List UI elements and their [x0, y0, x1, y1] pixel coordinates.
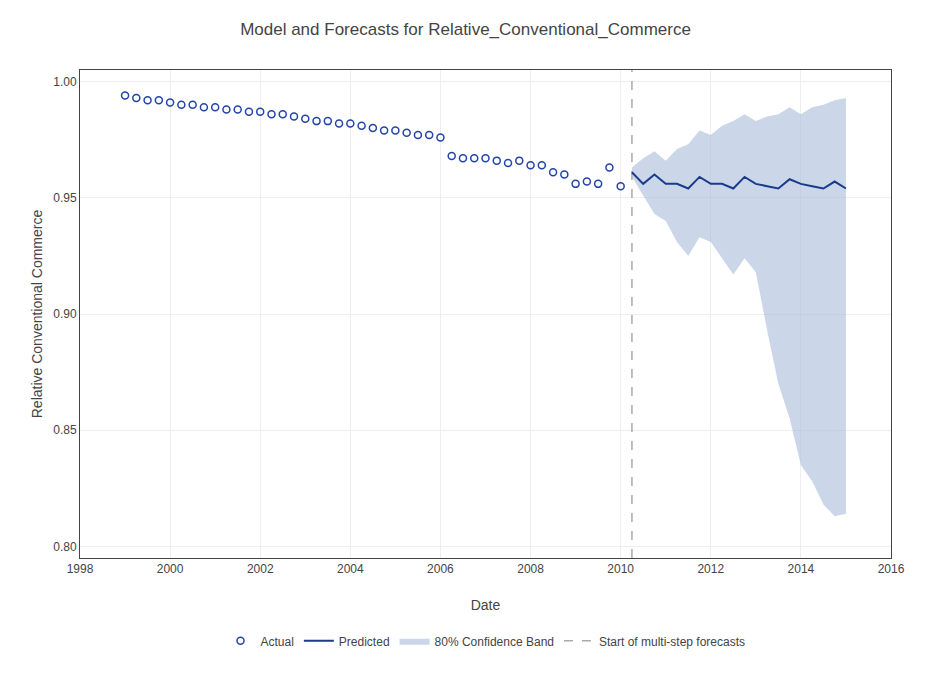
svg-text:2010: 2010	[607, 562, 634, 576]
svg-text:Actual: Actual	[261, 635, 294, 649]
svg-text:2016: 2016	[878, 562, 905, 576]
svg-text:2000: 2000	[157, 562, 184, 576]
svg-text:80% Confidence Band: 80% Confidence Band	[435, 635, 554, 649]
svg-text:0.80: 0.80	[53, 540, 77, 554]
svg-text:2002: 2002	[247, 562, 274, 576]
svg-text:1998: 1998	[67, 562, 94, 576]
svg-text:0.95: 0.95	[53, 191, 77, 205]
svg-text:Predicted: Predicted	[339, 635, 390, 649]
svg-text:2014: 2014	[788, 562, 815, 576]
svg-text:Model and Forecasts for Relati: Model and Forecasts for Relative_Convent…	[240, 20, 691, 39]
svg-text:0.90: 0.90	[53, 307, 77, 321]
svg-text:2006: 2006	[427, 562, 454, 576]
svg-text:2008: 2008	[517, 562, 544, 576]
svg-text:Start of multi-step forecasts: Start of multi-step forecasts	[599, 635, 745, 649]
svg-text:Relative Conventional Commerce: Relative Conventional Commerce	[29, 210, 45, 419]
svg-text:0.85: 0.85	[53, 423, 77, 437]
svg-text:Date: Date	[471, 597, 501, 613]
svg-text:2012: 2012	[697, 562, 724, 576]
svg-text:2004: 2004	[337, 562, 364, 576]
svg-text:1.00: 1.00	[53, 75, 77, 89]
